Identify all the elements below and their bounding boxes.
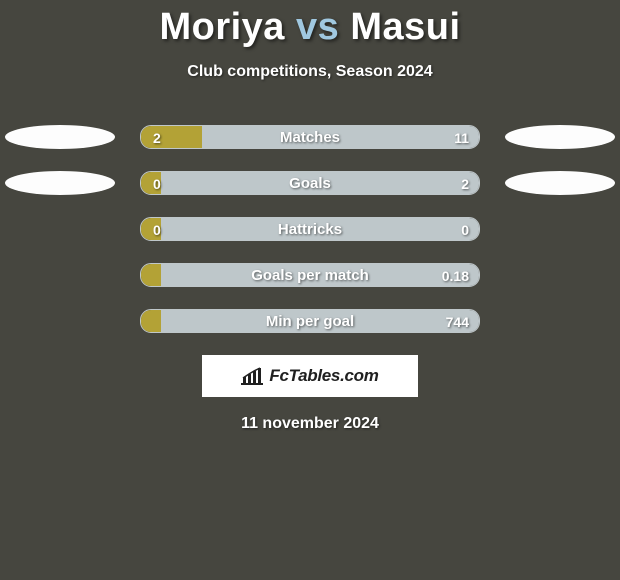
subtitle: Club competitions, Season 2024 — [0, 63, 620, 81]
stat-bar: 0Hattricks0 — [140, 217, 480, 241]
stat-bar: 2Matches11 — [140, 125, 480, 149]
player-plaque-left — [5, 125, 115, 149]
stat-row: 0Goals2 — [0, 171, 620, 195]
stat-row: Min per goal744 — [0, 309, 620, 333]
stat-row: 2Matches11 — [0, 125, 620, 149]
footer-date: 11 november 2024 — [0, 415, 620, 433]
logo-text: FcTables.com — [269, 366, 378, 386]
title-vs: vs — [296, 6, 339, 48]
stat-label: Min per goal — [141, 310, 479, 333]
stat-value-right: 0.18 — [442, 264, 469, 287]
page-title: Moriya vs Masui — [0, 0, 620, 49]
stat-label: Goals — [141, 172, 479, 195]
stat-bar: Min per goal744 — [140, 309, 480, 333]
stat-value-right: 11 — [454, 126, 469, 149]
stat-label: Goals per match — [141, 264, 479, 287]
stat-label: Matches — [141, 126, 479, 149]
stat-bar: Goals per match0.18 — [140, 263, 480, 287]
player-plaque-left — [5, 171, 115, 195]
player-plaque-right — [505, 171, 615, 195]
comparison-rows: 2Matches110Goals20Hattricks0Goals per ma… — [0, 125, 620, 333]
title-player2: Masui — [350, 6, 460, 48]
logo-box: FcTables.com — [202, 355, 418, 397]
player-plaque-right — [505, 125, 615, 149]
stat-value-right: 744 — [446, 310, 469, 333]
stat-bar: 0Goals2 — [140, 171, 480, 195]
title-player1: Moriya — [159, 6, 284, 48]
chart-icon — [241, 367, 263, 385]
stat-value-right: 0 — [461, 218, 469, 241]
stat-label: Hattricks — [141, 218, 479, 241]
stat-row: Goals per match0.18 — [0, 263, 620, 287]
stat-value-right: 2 — [461, 172, 469, 195]
stat-row: 0Hattricks0 — [0, 217, 620, 241]
